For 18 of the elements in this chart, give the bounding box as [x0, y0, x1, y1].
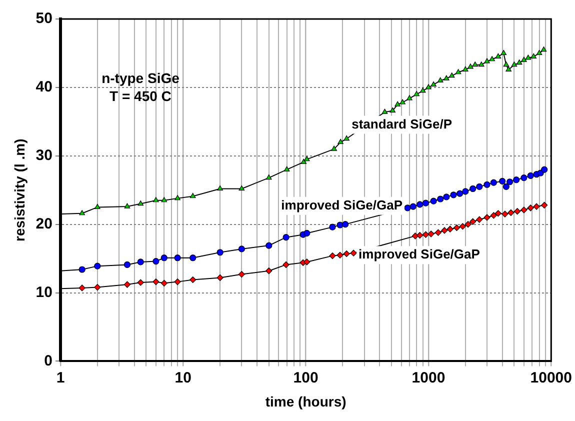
x-tick-label: 1	[56, 369, 65, 386]
series-label: improved SiGe/GaP	[281, 197, 403, 212]
y-tick-label: 20	[36, 215, 52, 232]
x-axis-title: time (hours)	[265, 393, 346, 410]
annotation: T = 450 C	[110, 88, 172, 104]
y-tick-label: 40	[36, 78, 52, 96]
y-tick-label: 0	[44, 352, 52, 370]
x-tick-label: 100	[293, 369, 318, 386]
y-axis-title: resistivity (l .m)	[11, 138, 28, 242]
y-tick-label: 10	[36, 284, 52, 301]
x-tick-label: 10000	[530, 369, 572, 386]
y-tick-label: 50	[36, 10, 52, 28]
series-label: standard SiGe/P	[352, 116, 452, 132]
series-label: improved SiGe/GaP	[358, 246, 480, 262]
annotation: n-type SiGe	[102, 70, 180, 86]
x-tick-label: 1000	[412, 369, 446, 386]
y-tick-label: 30	[36, 147, 52, 164]
x-tick-label: 10	[174, 369, 192, 386]
